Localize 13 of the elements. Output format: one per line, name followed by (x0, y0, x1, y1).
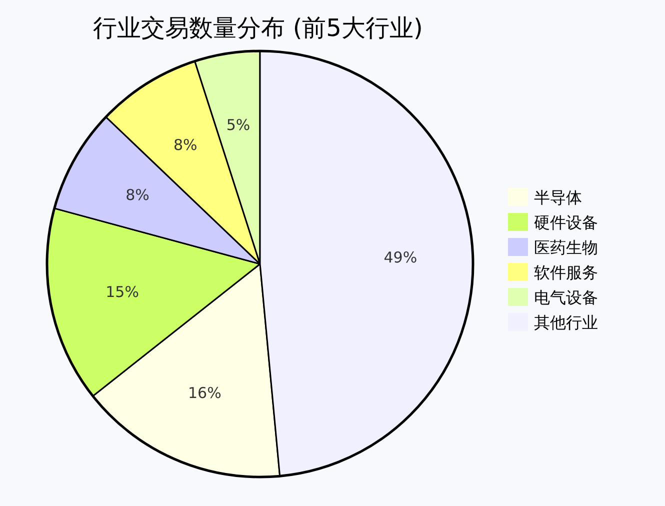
legend-label: 电气设备 (534, 288, 598, 307)
data-label: 8% (173, 136, 198, 154)
legend-label: 医药生物 (534, 238, 598, 257)
legend-label: 硬件设备 (534, 213, 598, 232)
chart-title: 行业交易数量分布 (前5大行业) (93, 14, 423, 42)
slice-label: 其他行业 (534, 313, 598, 332)
data-label: 49% (384, 248, 418, 266)
legend-label: 半导体 (534, 188, 582, 207)
data-label: 8% (126, 186, 150, 204)
legend-label: 软件服务 (534, 263, 598, 282)
data-label: 15% (106, 283, 139, 302)
data-label: 16% (188, 384, 222, 402)
data-label: 5% (226, 116, 250, 134)
